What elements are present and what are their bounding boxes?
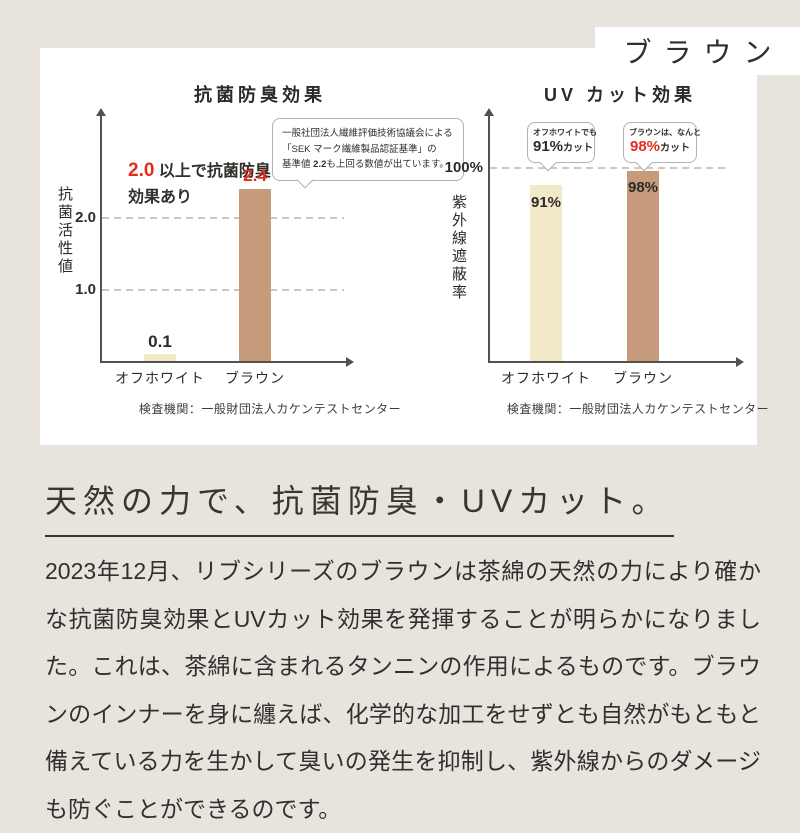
color-name-badge: ブラウン: [595, 27, 800, 75]
gridline-1-0: [102, 289, 344, 291]
threshold-text: 以上で抗菌防臭: [154, 163, 271, 180]
offwhite-cut-bubble: オフホワイトでも 91%カット: [527, 122, 597, 171]
description-paragraph: 2023年12月、リブシリーズのブラウンは茶綿の天然の力により確かな抗菌防臭効果…: [45, 558, 761, 822]
y-tick-100pct: 100%: [444, 159, 483, 176]
bar-value-offwhite: 0.1: [148, 332, 172, 351]
x-axis-line: [488, 361, 738, 363]
x-category-offwhite: オフホワイト: [501, 370, 591, 386]
bar-value-offwhite-uv: 91%: [530, 194, 562, 211]
bar-offwhite-antibacterial: [144, 353, 176, 361]
y-tick-2-0: 2.0: [75, 209, 96, 226]
x-category-brown: ブラウン: [225, 370, 285, 386]
chart-title-antibacterial: 抗菌防臭効果: [194, 85, 326, 105]
chart-antibacterial: 抗菌防臭効果 抗菌活性値 2.0 1.0 2.0 以上で抗菌防臭 効果あり 0.…: [40, 48, 464, 445]
callout-tail: [296, 171, 314, 189]
source-note-antibacterial: 検査機関：一般財団法人カケンテストセンター: [138, 402, 402, 416]
threshold-annotation: 2.0 以上で抗菌防臭 効果あり: [128, 158, 271, 211]
sek-callout-bubble: 一般社団法人繊維評価技術協議会による 「SEK マーク繊維製品認証基準」の 基準…: [272, 118, 464, 189]
brown-cut-value: 98%カット: [629, 138, 691, 155]
sek-callout-line2: 「SEK マーク繊維製品認証基準」の: [282, 143, 437, 155]
source-note-uv: 検査機関：一般財団法人カケンテストセンター: [506, 402, 770, 416]
x-category-offwhite: オフホワイト: [115, 370, 205, 386]
y-tick-1-0: 1.0: [75, 281, 96, 298]
bar-value-brown: 2.4: [243, 166, 267, 185]
sek-callout-line3: 基準値 2.2も上回る数値が出ています。: [282, 159, 449, 170]
y-axis-arrow-icon: [96, 108, 106, 116]
gridline-2-0: [102, 217, 344, 219]
y-axis-line: [488, 115, 490, 362]
bar-brown-uv: [627, 171, 659, 361]
bar-offwhite-uv: [530, 184, 562, 361]
y-axis-label-antibacterial: 抗菌活性値: [56, 186, 73, 276]
sek-callout-line1: 一般社団法人繊維評価技術協議会による: [282, 128, 453, 139]
offwhite-cut-value: 91%カット: [533, 138, 594, 155]
x-axis-line: [100, 361, 348, 363]
x-axis-arrow-icon: [736, 357, 744, 367]
page-title: 天然の力で、抗菌防臭・UVカット。: [45, 476, 674, 537]
threshold-value: 2.0: [128, 160, 155, 181]
x-category-brown: ブラウン: [613, 370, 673, 386]
gridline-100pct: [490, 167, 728, 169]
bar-brown-antibacterial: [239, 189, 271, 361]
brown-cut-line1: ブラウンは、なんと: [629, 128, 701, 137]
chart-title-uv: UV カット効果: [543, 85, 696, 105]
y-axis-label-uv: 紫外線遮蔽率: [450, 194, 467, 302]
x-axis-arrow-icon: [346, 357, 354, 367]
chart-uv-cut: UV カット効果 紫外線遮蔽率 100% 91% 98% オフホワイト ブラウン…: [440, 48, 769, 445]
y-axis-arrow-icon: [484, 108, 494, 116]
threshold-text-line2: 効果あり: [128, 189, 193, 206]
bar-value-brown-uv: 98%: [627, 179, 659, 196]
y-axis-line: [100, 115, 102, 362]
offwhite-cut-line1: オフホワイトでも: [533, 128, 597, 137]
charts-card: 抗菌防臭効果 抗菌活性値 2.0 1.0 2.0 以上で抗菌防臭 効果あり 0.…: [40, 48, 769, 445]
brown-cut-bubble: ブラウンは、なんと 98%カット: [623, 122, 701, 171]
